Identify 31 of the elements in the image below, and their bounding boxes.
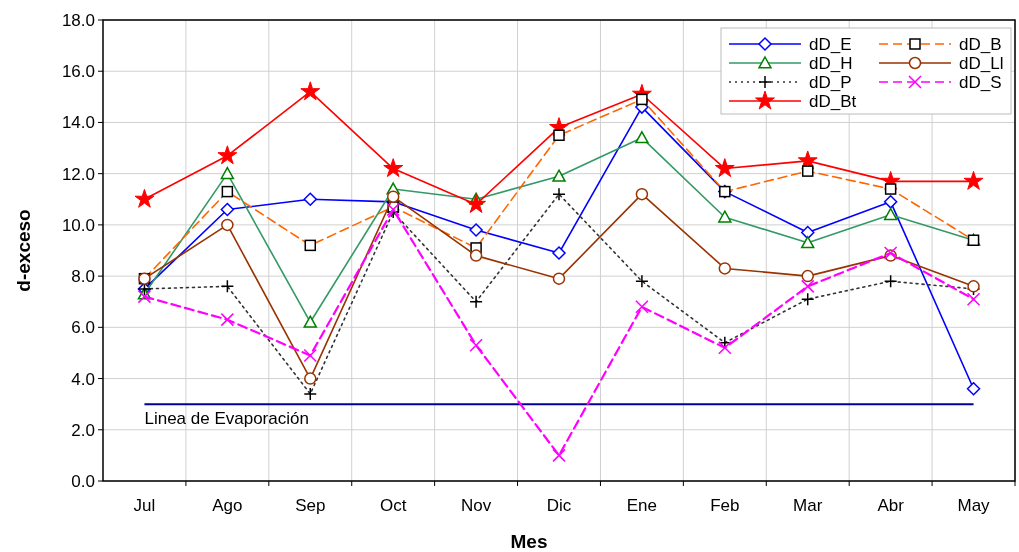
legend-label: dD_H [809,53,853,73]
y-tick-label: 4.0 [71,369,95,389]
x-axis-title: Mes [510,531,548,552]
x-tick-label: Feb [710,496,740,515]
x-tick-label: Sep [295,496,326,515]
x-tick-label: Ago [212,496,243,515]
ref-line-label: Linea de Evaporación [144,409,309,429]
legend-label: dD_Bt [809,91,857,111]
x-tick-label: Dic [546,496,572,515]
y-tick-label: 16.0 [61,62,95,82]
y-tick-label: 0.0 [71,471,95,491]
x-tick-label: Mar [793,496,823,515]
x-tick-label: Jul [133,496,156,515]
legend-label: dD_P [809,72,852,92]
y-tick-label: 12.0 [61,164,95,184]
y-axis-title: d-exceso [13,209,34,292]
legend-label: dD_Ll [959,53,1004,73]
x-tick-label: Nov [460,496,492,515]
x-tick-label: Ene [626,496,658,515]
y-tick-label: 2.0 [71,420,95,440]
legend-label: dD_E [809,34,852,54]
y-tick-label: 14.0 [61,113,95,133]
y-tick-label: 6.0 [71,318,95,338]
x-tick-label: May [957,496,991,515]
legend-label: dD_S [959,72,1002,92]
x-tick-label: Abr [877,496,905,515]
y-tick-label: 18.0 [61,10,95,30]
y-tick-label: 10.0 [61,215,95,235]
x-tick-label: Oct [379,496,407,515]
y-tick-label: 8.0 [71,267,95,287]
legend-label: dD_B [959,34,1002,54]
